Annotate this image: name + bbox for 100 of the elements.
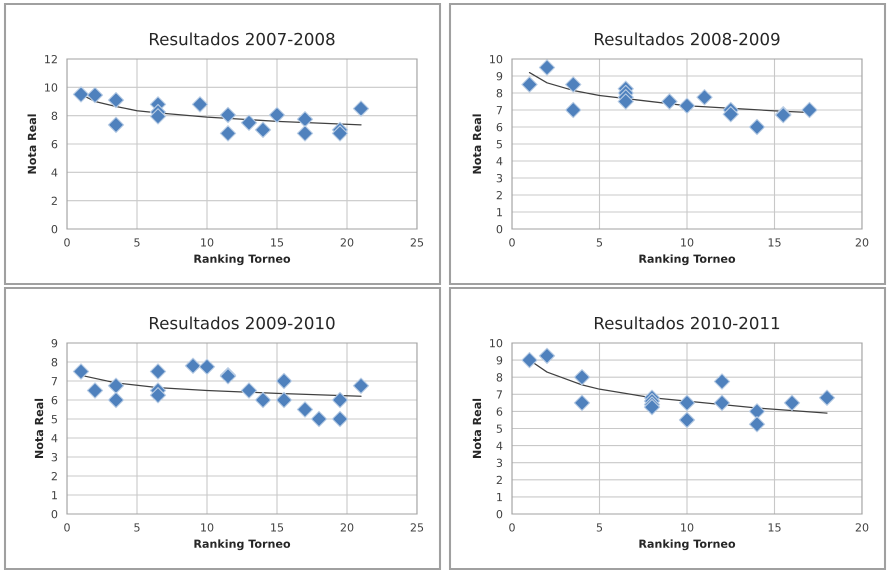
- y-tick-label: 8: [52, 112, 58, 120]
- y-tick-label: 3: [496, 174, 502, 182]
- point: [150, 108, 166, 125]
- x-axis-title: Ranking Torneo: [639, 539, 736, 550]
- y-tick-label: 5: [496, 140, 502, 148]
- point: [184, 358, 202, 374]
- x-tick-label: 5: [596, 238, 602, 247]
- point: [538, 348, 556, 364]
- point: [818, 390, 836, 406]
- point: [86, 382, 104, 399]
- point: [696, 89, 713, 106]
- point: [276, 372, 292, 390]
- y-tick-label: 2: [52, 472, 57, 480]
- y-tick-label: 2: [52, 196, 57, 205]
- y-tick-label: 3: [52, 452, 58, 462]
- y-tick-label: 8: [52, 358, 58, 366]
- point: [240, 382, 258, 399]
- y-tick-label: 2: [496, 476, 502, 484]
- y-tick-label: 6: [52, 140, 58, 148]
- point: [86, 86, 104, 104]
- y-tick-label: 0: [52, 510, 58, 518]
- y-tick-label: 8: [496, 373, 502, 382]
- point: [296, 111, 314, 128]
- point: [714, 373, 730, 390]
- y-axis-title: Nota Real: [34, 398, 44, 458]
- point: [310, 410, 328, 428]
- x-tick-label: 25: [410, 523, 424, 532]
- y-tick-label: 0: [496, 224, 502, 234]
- y-tick-label: 5: [52, 415, 57, 424]
- x-tick-label: 10: [681, 238, 694, 247]
- x-tick-label: 10: [201, 238, 214, 247]
- y-tick-label: 6: [52, 396, 58, 404]
- x-axis-title: Ranking Torneo: [194, 539, 290, 550]
- x-tick-label: 15: [271, 523, 284, 532]
- point: [678, 412, 696, 428]
- x-axis-title: Ranking Torneo: [639, 254, 736, 266]
- y-axis-title: Nota Real: [472, 114, 482, 174]
- x-tick-label: 15: [271, 238, 284, 247]
- x-tick-label: 10: [201, 523, 214, 532]
- x-tick-label: 20: [340, 523, 354, 532]
- point: [748, 118, 766, 136]
- y-tick-label: 1: [497, 208, 502, 216]
- point: [72, 86, 90, 103]
- point: [254, 122, 272, 138]
- y-axis-title: Nota Real: [28, 114, 36, 174]
- x-axis-title: Ranking Torneo: [194, 254, 290, 266]
- point: [72, 363, 90, 380]
- point: [198, 358, 216, 375]
- point: [521, 76, 538, 93]
- y-tick-label: 0: [52, 224, 58, 234]
- point: [678, 394, 696, 412]
- point: [108, 378, 124, 394]
- x-tick-label: 0: [509, 238, 515, 247]
- point: [332, 392, 348, 408]
- y-tick-label: 9: [52, 338, 58, 348]
- x-tick-label: 15: [768, 523, 781, 532]
- point: [784, 394, 800, 412]
- y-tick-label: 10: [490, 338, 502, 348]
- x-tick-label: 25: [410, 238, 424, 247]
- point: [574, 394, 590, 412]
- chart-title: Resultados 2010-2011: [594, 316, 780, 330]
- y-tick-label: 3: [496, 458, 502, 468]
- chart-title: Resultados 2009-2010: [150, 316, 335, 330]
- y-axis-title: Nota Real: [472, 398, 482, 458]
- x-tick-label: 0: [509, 523, 515, 532]
- x-tick-label: 20: [856, 523, 868, 532]
- y-tick-label: 10: [490, 54, 502, 64]
- point: [352, 100, 370, 117]
- point: [352, 378, 370, 394]
- point: [538, 59, 556, 76]
- point: [220, 125, 236, 142]
- point: [192, 96, 208, 112]
- chart-title: Resultados 2007-2008: [150, 32, 335, 46]
- point: [150, 387, 166, 404]
- y-tick-label: 6: [496, 407, 502, 416]
- y-tick-label: 8: [496, 88, 502, 98]
- y-tick-label: 7: [496, 106, 502, 114]
- point: [574, 369, 590, 386]
- x-tick-label: 10: [681, 523, 694, 532]
- point: [565, 102, 582, 118]
- y-tick-label: 9: [496, 72, 502, 80]
- point: [332, 125, 348, 142]
- point: [748, 403, 766, 420]
- point: [801, 102, 818, 118]
- y-tick-label: 10: [45, 83, 58, 92]
- x-tick-label: 20: [856, 238, 868, 247]
- point: [220, 106, 236, 124]
- point: [565, 76, 582, 93]
- y-tick-label: 7: [52, 377, 58, 386]
- y-tick-label: 4: [496, 442, 502, 450]
- y-tick-label: 7: [496, 390, 502, 399]
- point: [108, 392, 124, 408]
- point: [714, 394, 730, 412]
- x-tick-label: 5: [596, 523, 602, 532]
- point: [748, 416, 766, 432]
- y-tick-label: 9: [496, 356, 502, 364]
- chart-title: Resultados 2008-2009: [594, 32, 780, 46]
- y-tick-label: 0: [496, 510, 502, 518]
- point: [150, 363, 166, 380]
- point: [276, 392, 292, 408]
